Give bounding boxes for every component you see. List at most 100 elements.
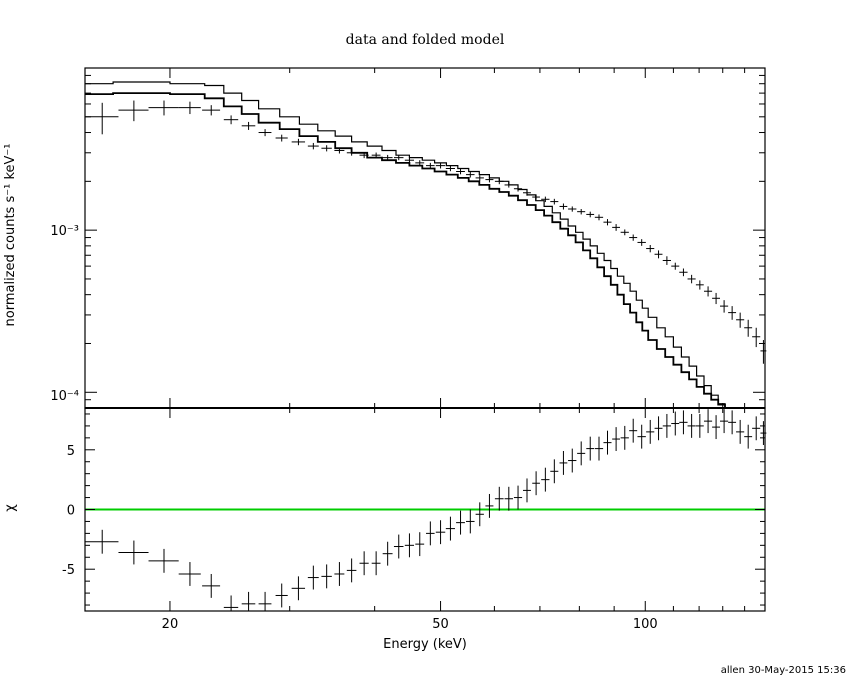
residual-frame — [84, 407, 766, 612]
residual-data-point — [550, 459, 559, 484]
spectrum-data-point — [475, 175, 484, 181]
spectrum-data-point — [435, 162, 446, 169]
x-tick-label: 50 — [432, 617, 449, 632]
spectrum-data-point — [712, 292, 721, 305]
residual-y-tick-label: 0 — [67, 504, 75, 519]
x-tick-label: 20 — [162, 617, 179, 632]
residual-data-point — [241, 591, 256, 611]
residual-data-point — [404, 533, 415, 558]
residual-data-point — [475, 502, 484, 527]
spectrum-data-point — [202, 105, 221, 116]
spectrum-data-point — [671, 262, 680, 270]
residual-data-point — [223, 595, 239, 611]
spectrum-data-point — [466, 171, 475, 178]
spectrum-data-point — [695, 280, 704, 290]
spectrum-frame — [84, 67, 766, 409]
spectrum-data-point — [703, 286, 713, 297]
x-tick-label: 100 — [633, 617, 658, 632]
spectrum-data-point — [559, 203, 568, 210]
residual-data-point — [568, 448, 577, 473]
residual-data-point — [178, 562, 201, 586]
x-axis-label: Energy (keV) — [383, 637, 467, 652]
residual-data-point — [612, 427, 620, 451]
residual-data-point — [494, 486, 504, 511]
residual-panel — [85, 409, 767, 611]
residual-data-point — [752, 416, 761, 441]
residual-data-point — [559, 450, 568, 475]
residual-data-point — [620, 425, 629, 450]
residual-data-point — [504, 486, 513, 511]
residual-data-point — [662, 413, 671, 438]
spectrum-data-point — [404, 157, 415, 163]
spectrum-data-point — [456, 168, 465, 175]
spectrum-data-point — [752, 327, 761, 348]
residual-data-point — [736, 419, 745, 444]
residual-data-point — [148, 548, 179, 573]
spectrum-data-point — [513, 186, 523, 192]
residual-data-point — [637, 424, 646, 449]
residual-data-point — [654, 416, 663, 441]
spectrum-data-point — [371, 152, 381, 158]
y-tick-label-1e-4: 10⁻⁴ — [50, 389, 79, 404]
residual-data-point — [703, 409, 713, 434]
residual-data-point — [679, 410, 688, 435]
spectrum-panel — [85, 81, 767, 409]
spectrum-data-point — [577, 209, 586, 215]
residual-data-point — [712, 415, 721, 440]
residual-data-point — [456, 510, 465, 535]
residual-data-point — [85, 529, 119, 554]
residual-data-point — [485, 493, 494, 518]
spectrum-data-point — [744, 319, 753, 337]
spectrum-data-point — [258, 129, 272, 137]
residual-data-point — [629, 418, 638, 443]
y-axis-label-bottom: χ — [3, 504, 18, 512]
x-tick-labels: 20 50 100 — [162, 617, 658, 632]
spectrum-data-point — [382, 154, 393, 161]
spectrum-data-point — [393, 155, 404, 161]
spectrum-data-point — [662, 256, 671, 265]
residual-data-point — [435, 520, 446, 545]
spectrum-data-point — [646, 244, 655, 253]
residual-data-point — [202, 573, 221, 598]
residual-data-point — [720, 409, 729, 434]
residual-data-point — [258, 591, 272, 611]
spectrum-data-point — [532, 194, 540, 200]
spectrum-data-point — [178, 101, 201, 115]
spectrum-data-point — [679, 268, 688, 277]
residual-data-point — [415, 532, 425, 557]
spectrum-data-point — [85, 102, 119, 135]
spectrum-data-point — [586, 211, 595, 218]
spectrum-data-point — [359, 152, 369, 159]
residual-data-point — [586, 436, 595, 461]
spectrum-data-point — [494, 178, 504, 185]
residual-data-point — [577, 441, 586, 466]
spectrum-data-point — [594, 214, 604, 221]
spectrum-data-point — [522, 189, 531, 196]
residual-data-point — [382, 541, 393, 566]
spectrum-data-point — [504, 182, 513, 188]
residual-data-point — [307, 565, 319, 590]
residual-data-point — [291, 576, 306, 601]
residual-data-point — [532, 471, 540, 496]
spectrum-data-point — [637, 239, 646, 246]
spectrum-data-point — [445, 165, 455, 172]
spectrum-data-point — [346, 150, 357, 156]
residual-data-point — [334, 562, 345, 586]
spectrum-data-point — [275, 134, 288, 142]
spectrum-data-point — [603, 219, 612, 226]
spectrum-data-point — [654, 250, 663, 259]
spectrum-data-point — [620, 229, 629, 236]
spectrum-data-point — [550, 198, 559, 205]
residual-y-tick-label: 5 — [67, 444, 75, 459]
residual-data-point — [687, 413, 696, 438]
residual-data-point — [594, 436, 604, 461]
spectrum-data-point — [334, 147, 345, 154]
residual-data-point — [426, 521, 435, 546]
residual-data-point — [646, 419, 655, 444]
spectrum-data-point — [728, 306, 737, 320]
residual-data-point — [346, 558, 357, 583]
model-step-0 — [85, 81, 765, 409]
spectrum-data-point — [541, 196, 550, 203]
spectrum-data-point — [415, 160, 425, 166]
residual-y-tick-label: -5 — [62, 563, 75, 578]
